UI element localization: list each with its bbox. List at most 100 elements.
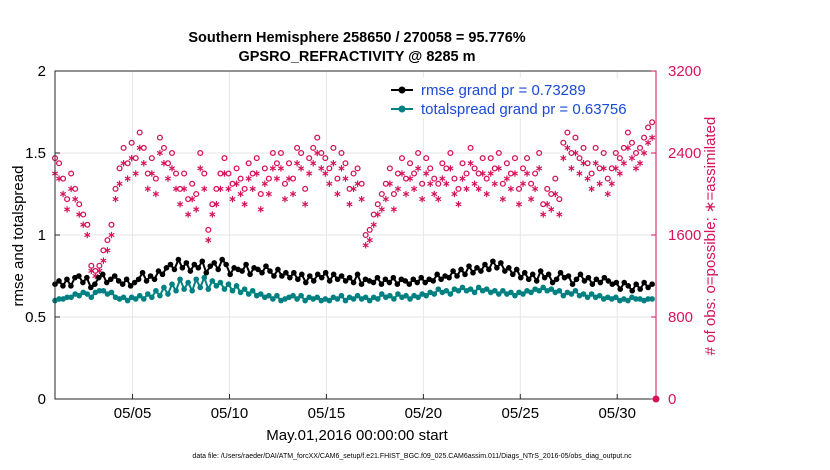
obs-possible-point (108, 221, 115, 228)
obs-assimilated-point (592, 160, 599, 167)
totalspread-series-point (229, 287, 236, 294)
totalspread-series-point (181, 286, 187, 292)
rmse-series-point (163, 265, 170, 271)
rmse-series-point (470, 269, 476, 276)
rmse-series-point (422, 279, 429, 286)
rmse-series-point (92, 281, 98, 288)
obs-possible-point (616, 155, 623, 162)
totalspread-series-point (387, 292, 393, 299)
obs-assimilated-point (548, 206, 555, 213)
rmse-series-point (131, 279, 138, 286)
obs-assimilated-point (217, 185, 224, 193)
obs-possible-point (245, 160, 252, 167)
obs-assimilated-point (120, 160, 127, 167)
obs-assimilated-point (636, 160, 644, 167)
obs-assimilated-point (519, 180, 527, 187)
y-axis-label: rmse and totalspread (10, 166, 27, 307)
totalspread-series-point (88, 294, 95, 301)
rmse-series-point (410, 276, 417, 283)
obs-possible-point (495, 149, 502, 157)
obs-possible-point (241, 185, 248, 192)
obs-assimilated-point (84, 231, 91, 239)
rmse-series-point (394, 281, 401, 288)
obs-assimilated-point (406, 175, 414, 182)
obs-assimilated-point (326, 180, 333, 187)
totalspread-series-point (225, 281, 232, 288)
obs-possible-point (334, 175, 341, 182)
rmse-series-point (171, 266, 178, 273)
rmse-series-point (88, 284, 94, 291)
footer-datafile: data file: /Users/raeder/DAI/ATM_forcXX/… (192, 453, 632, 460)
rmse-series-point (521, 269, 528, 276)
obs-possible-point (528, 180, 535, 187)
obs-assimilated-point (100, 257, 107, 264)
rmse-series-point (263, 263, 269, 269)
obs-possible-point (394, 170, 401, 177)
rmse-series-point (641, 279, 647, 286)
rmse-series-point (490, 258, 496, 265)
rmse-series-point (314, 271, 321, 278)
rmse-series-point (358, 281, 365, 288)
totalspread-series-point (560, 292, 567, 299)
totalspread-series-point (189, 287, 195, 294)
rmse-series-point (450, 268, 456, 274)
obs-assimilated-point (249, 185, 256, 193)
rmse-series-point (80, 279, 86, 286)
totalspread-series-point (132, 296, 139, 302)
y2-tick-label: 2400 (668, 145, 701, 162)
rmse-series-point (155, 268, 162, 274)
totalspread-series-point (350, 296, 357, 302)
totalspread-series-point (302, 297, 308, 304)
obs-assimilated-point (322, 170, 329, 177)
rmse-series-point (175, 256, 182, 263)
obs-assimilated-point (588, 185, 595, 193)
obs-possible-point (294, 144, 301, 151)
totalspread-series-point (270, 296, 276, 302)
obs-assimilated-point (523, 170, 531, 177)
obs-possible-point (350, 170, 357, 177)
totalspread-series-point (379, 291, 385, 297)
obs-possible-point (318, 149, 325, 157)
obs-possible-point (556, 196, 563, 203)
obs-assimilated-point (185, 211, 192, 218)
obs-possible-point (68, 170, 75, 177)
rmse-series-point (195, 265, 202, 271)
y2-axis-label: # of obs: o=possible; ∗=assimilated (702, 117, 719, 356)
totalspread-series-point (257, 291, 264, 297)
obs-possible-point (136, 129, 143, 136)
obs-assimilated-point (556, 211, 563, 218)
obs-assimilated-point (645, 139, 652, 146)
totalspread-series-point (645, 296, 651, 302)
totalspread-series-point (338, 292, 345, 299)
totalspread-series-point (245, 291, 252, 297)
obs-assimilated-point (632, 165, 640, 172)
totalspread-series-point (447, 291, 454, 297)
rmse-series-point (207, 263, 214, 269)
legend-rmse-label: rmse grand pr = 0.73289 (421, 82, 586, 99)
totalspread-series-point (572, 287, 579, 294)
obs-assimilated-point (382, 195, 389, 203)
obs-assimilated-point (532, 185, 539, 193)
obs-assimilated-point (261, 180, 268, 187)
obs-assimilated-point (443, 180, 450, 187)
obs-assimilated-point (350, 185, 357, 193)
obs-possible-point (342, 160, 349, 167)
rmse-series-point (139, 269, 146, 276)
rmse-series-point (279, 273, 285, 279)
obs-assimilated-point (112, 195, 119, 203)
rmse-series-point (633, 281, 639, 288)
obs-assimilated-point (612, 165, 619, 172)
chart-subtitle: GPSRO_REFRACTIVITY @ 8285 m (238, 49, 475, 65)
obs-possible-point (604, 175, 611, 182)
obs-assimilated-point (294, 160, 301, 167)
obs-assimilated-point (354, 180, 361, 187)
totalspread-series-point (475, 284, 482, 291)
totalspread-series-point (395, 291, 401, 297)
obs-possible-point (435, 180, 442, 187)
obs-possible-point (265, 175, 272, 182)
obs-possible-point (310, 144, 317, 151)
totalspread-series-point (580, 291, 587, 297)
rmse-series-point (135, 276, 142, 283)
obs-assimilated-point (72, 195, 79, 203)
rmse-series-point (545, 271, 552, 278)
